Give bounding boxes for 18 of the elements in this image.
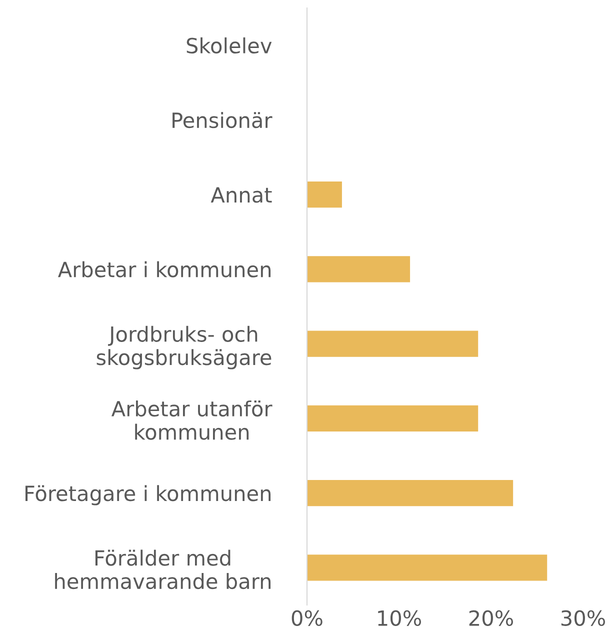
bar	[307, 554, 548, 581]
y-tick-label: Förälder med hemmavarande barn	[55, 550, 271, 590]
x-tick-label: 20%	[469, 610, 514, 626]
y-tick-label: Arbetar i kommunen	[58, 261, 271, 278]
bar	[307, 480, 514, 506]
bar	[307, 405, 478, 432]
y-tick-label: Arbetar utanför kommunen	[111, 400, 272, 440]
y-tick-label: Annat	[210, 187, 272, 203]
x-tick-label: 30%	[561, 610, 606, 626]
y-tick-label: Pensionär	[172, 112, 272, 128]
y-tick-label: Företagare i kommunen	[25, 485, 271, 506]
x-tick-label: 0%	[292, 610, 322, 626]
x-tick-label: 10%	[378, 610, 422, 626]
y-tick-label: Skolelev	[186, 37, 272, 54]
y-tick-label: Jordbruks- och skogsbruksägare	[96, 326, 272, 370]
bar	[307, 330, 478, 357]
bar	[307, 256, 410, 282]
bar	[307, 182, 342, 208]
